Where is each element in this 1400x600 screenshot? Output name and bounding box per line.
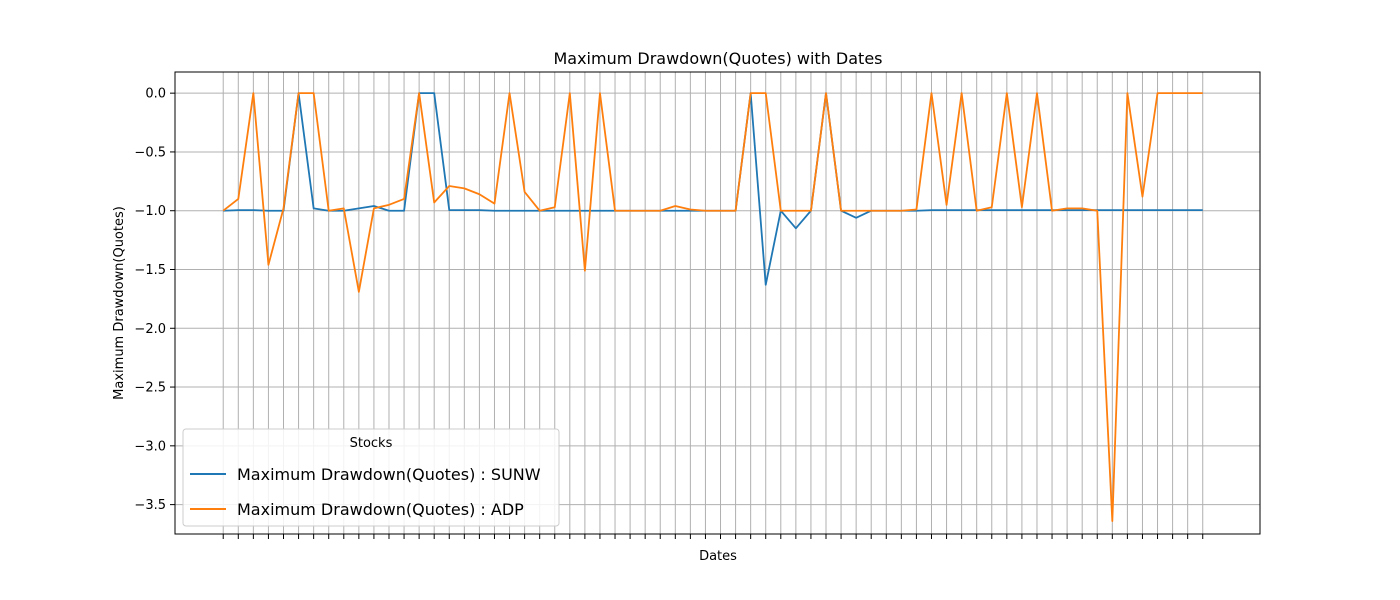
y-tick-label: −2.5 (134, 381, 166, 396)
y-axis-label: Maximum Drawdown(Quotes) (112, 206, 127, 400)
series-line-1 (222, 92, 1203, 522)
y-tick-label: 0.0 (145, 87, 166, 102)
y-tick-label: −3.0 (134, 439, 166, 454)
series-lines (222, 92, 1203, 522)
y-tick-label: −1.5 (134, 263, 166, 278)
y-tick-label: −1.0 (134, 204, 166, 219)
legend-title: Stocks (350, 436, 393, 451)
y-tick-label: −2.0 (134, 322, 166, 337)
y-tick-label: −0.5 (134, 145, 166, 160)
series-line-0 (223, 92, 1203, 286)
legend: Stocks Maximum Drawdown(Quotes) : SUNW M… (182, 428, 560, 527)
legend-label-adp: Maximum Drawdown(Quotes) : ADP (237, 500, 524, 519)
legend-box (182, 428, 560, 527)
plot-frame (174, 71, 1261, 535)
axis-ticks: 0.0 −0.5 −1.0 −1.5 −2.0 −2.5 −3.0 −3.5 (134, 87, 1204, 539)
chart-title: Maximum Drawdown(Quotes) with Dates (553, 49, 882, 68)
legend-label-sunw: Maximum Drawdown(Quotes) : SUNW (237, 465, 541, 484)
x-axis-label: Dates (699, 549, 737, 564)
y-tick-label: −3.5 (134, 498, 166, 513)
